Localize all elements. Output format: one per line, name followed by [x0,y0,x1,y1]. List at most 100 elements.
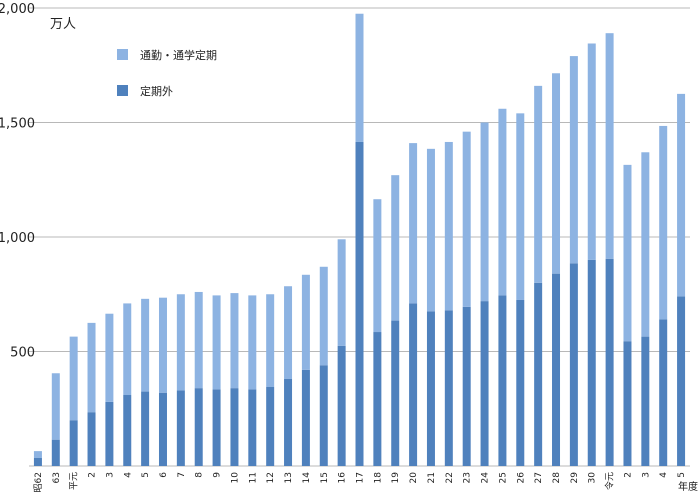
y-tick-label: 2,000 [0,2,35,17]
x-tick-label: 20 [409,472,419,484]
bar-segment-commuter [391,175,400,321]
bar-segment-noncommuter [230,388,239,466]
bar-segment-noncommuter [194,388,203,466]
legend-label-commuter: 通勤・通学定期 [140,48,217,62]
bar-segment-noncommuter [480,301,489,466]
bar-segment-commuter [677,93,686,297]
bar-segment-commuter [552,73,561,274]
bar-segment-commuter [480,122,489,302]
bar-segment-commuter [587,43,596,260]
bar-segment-commuter [230,293,239,389]
bar-segment-noncommuter [426,311,435,466]
x-tick-label: 2 [623,472,633,478]
x-tick-label: 14 [302,472,312,484]
bar-segment-commuter [444,141,453,311]
bar-series [33,13,686,466]
bar-segment-commuter [337,239,346,346]
bar-segment-commuter [51,373,60,440]
bar-segment-noncommuter [373,332,382,466]
bar-segment-noncommuter [641,336,650,466]
x-tick-label: 24 [481,472,491,484]
x-tick-label: 5 [677,472,687,478]
x-tick-label: 3 [105,472,115,478]
bar-segment-commuter [266,294,275,387]
x-tick-label: 9 [213,472,223,478]
x-tick-label: 令元 [604,472,616,490]
bar-segment-noncommuter [552,273,561,466]
bar-segment-commuter [33,451,42,458]
x-tick-label: 15 [320,472,330,483]
bar-segment-commuter [284,286,293,379]
bar-segment-commuter [516,113,525,300]
x-tick-label: 2 [88,472,98,478]
x-tick-label: 63 [52,472,62,483]
x-tick-label: 19 [391,472,401,484]
bar-segment-noncommuter [301,369,310,466]
bar-segment-commuter [123,303,132,396]
bar-segment-commuter [105,313,114,402]
legend-swatch-noncommuter [117,85,128,96]
bar-segment-commuter [641,152,650,337]
bar-segment-commuter [623,164,632,342]
bar-segment-noncommuter [123,395,132,466]
x-tick-label: 4 [123,472,133,478]
bar-segment-noncommuter [266,386,275,466]
bar-segment-commuter [301,274,310,370]
bar-segment-noncommuter [87,412,96,466]
bar-segment-noncommuter [498,295,507,466]
x-tick-label: 8 [195,472,205,478]
bar-segment-noncommuter [534,282,543,466]
bar-segment-noncommuter [248,389,257,466]
y-tick-label: 1,500 [0,117,35,132]
bar-segment-commuter [659,125,668,320]
x-tick-label: 27 [534,472,544,483]
bar-segment-noncommuter [409,303,418,466]
bar-segment-noncommuter [462,306,471,466]
x-tick-label: 12 [266,472,276,483]
x-tick-label: 17 [356,472,366,483]
bar-segment-commuter [87,322,96,413]
bar-segment-commuter [373,199,382,333]
bar-segment-commuter [69,336,78,421]
x-tick-label: 23 [463,472,473,483]
x-tick-label: 13 [284,472,294,483]
x-tick-label: 28 [552,472,562,484]
y-axis-ticks: 2,000 1,500 1,000 500 [0,2,35,361]
x-tick-label: 4 [659,472,669,478]
legend: 通勤・通学定期 定期外 [117,48,217,98]
bar-segment-noncommuter [284,378,293,466]
bar-segment-commuter [248,295,257,390]
bar-segment-commuter [409,143,418,304]
bar-segment-noncommuter [659,319,668,466]
bar-segment-noncommuter [33,457,42,466]
x-tick-label: 昭62 [33,472,44,492]
bar-segment-noncommuter [141,391,150,466]
x-tick-label: 11 [248,472,258,483]
bar-segment-commuter [141,298,150,392]
x-axis-ticks: 昭62 63 平元 2 3 4 5 6 7 8 9 10 11 12 13 14 15 16 17 18 19 20 21 2… [33,472,687,493]
bar-segment-commuter [534,85,543,283]
legend-swatch-commuter [117,49,128,60]
bar-segment-commuter [212,295,221,390]
bar-segment-noncommuter [677,296,686,466]
bar-segment-commuter [605,33,614,259]
x-tick-label: 平元 [69,472,80,490]
bar-segment-commuter [498,108,507,296]
bar-segment-commuter [462,131,471,307]
bar-segment-commuter [158,297,167,393]
bar-segment-noncommuter [355,141,364,466]
x-tick-label: 5 [141,472,151,478]
bar-segment-noncommuter [337,345,346,466]
x-tick-label: 7 [177,472,187,478]
x-tick-label: 25 [498,472,508,483]
x-tick-label: 30 [588,472,598,484]
bar-segment-noncommuter [605,258,614,466]
bar-segment-commuter [569,56,578,264]
bar-segment-noncommuter [623,341,632,466]
bar-segment-noncommuter [176,390,185,466]
x-tick-label: 6 [159,472,169,478]
x-tick-label: 3 [641,472,651,478]
x-tick-label: 22 [445,472,455,483]
y-tick-label: 1,000 [0,231,35,246]
